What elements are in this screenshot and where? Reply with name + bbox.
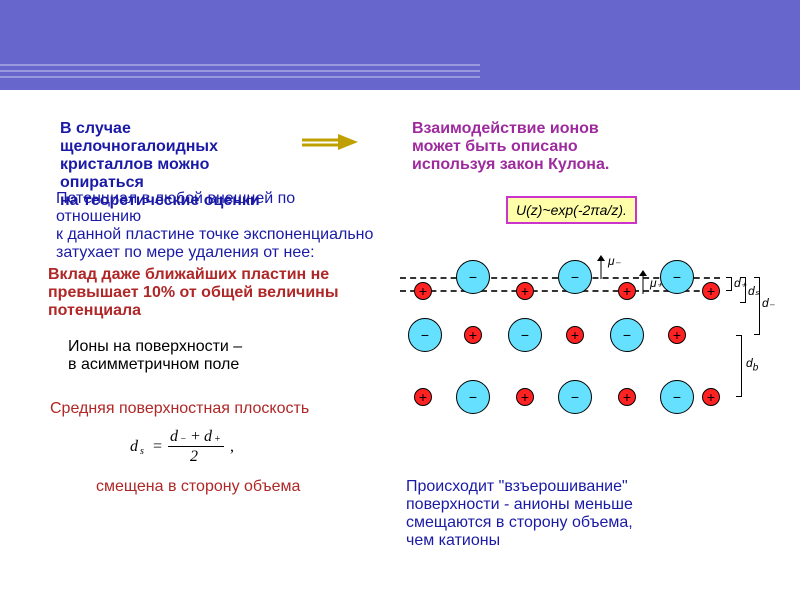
bracket-dplus (726, 277, 732, 291)
cation-icon: + (702, 282, 720, 300)
anion-icon: − (408, 318, 442, 352)
anion-icon: − (660, 380, 694, 414)
text-exp-decay: Потенциал в любой внешней по отношениюк … (56, 190, 376, 262)
anion-icon: − (610, 318, 644, 352)
cation-icon: + (566, 326, 584, 344)
header-rule (0, 76, 480, 78)
cation-icon: + (414, 282, 432, 300)
text-contribution: Вклад даже ближайших пластин непревышает… (48, 266, 348, 320)
cation-icon: + (516, 282, 534, 300)
header-rule (0, 64, 480, 66)
anion-icon: − (508, 318, 542, 352)
d-b-label: db (746, 356, 758, 373)
mu-minus-arrow (594, 255, 608, 281)
text-asymmetric: Ионы на поверхности –в асимметричном пол… (68, 338, 328, 374)
anion-icon: − (456, 380, 490, 414)
cation-icon: + (464, 326, 482, 344)
cation-icon: + (668, 326, 686, 344)
anion-icon: − (660, 260, 694, 294)
anion-icon: − (456, 260, 490, 294)
mu-minus-label: μ₋ (608, 254, 621, 268)
cation-icon: + (414, 388, 432, 406)
bracket-dminus (754, 277, 760, 335)
anion-icon: − (558, 260, 592, 294)
text-avg-plane: Средняя поверхностная плоскость (50, 400, 350, 418)
text-coulomb: Взаимодействие ионовможет быть описаноис… (412, 120, 662, 174)
d-minus-label: d₋ (762, 296, 775, 310)
cation-icon: + (516, 388, 534, 406)
cation-icon: + (618, 282, 636, 300)
bracket-db (736, 335, 742, 397)
arrow-icon (300, 132, 360, 152)
ion-lattice-diagram: − − − + + + + μ₋ μ₊ − + − + − + + − + − … (400, 260, 760, 460)
mu-plus-arrow (636, 270, 650, 296)
cation-icon: + (702, 388, 720, 406)
formula-box: U(z)~exp(-2πa/z). (506, 196, 637, 224)
text-ruffling: Происходит "взъерошивание"поверхности - … (406, 478, 706, 550)
text-shifted: смещена в сторону объема (96, 478, 356, 496)
bracket-ds (740, 277, 746, 303)
cation-icon: + (618, 388, 636, 406)
anion-icon: − (558, 380, 592, 414)
header-rule (0, 70, 480, 72)
mu-plus-label: μ₊ (650, 276, 663, 290)
